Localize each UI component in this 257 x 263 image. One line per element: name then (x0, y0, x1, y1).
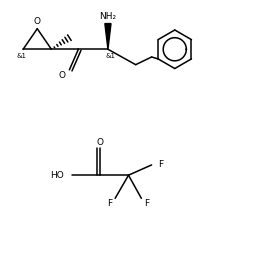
Text: NH₂: NH₂ (99, 12, 116, 21)
Text: F: F (158, 160, 163, 169)
Text: HO: HO (50, 171, 64, 180)
Text: &1: &1 (106, 53, 115, 59)
Polygon shape (105, 24, 111, 49)
Text: O: O (97, 138, 104, 147)
Text: &1: &1 (17, 53, 27, 59)
Text: O: O (59, 71, 66, 80)
Text: F: F (144, 199, 149, 209)
Text: F: F (107, 199, 112, 209)
Text: O: O (34, 17, 41, 26)
